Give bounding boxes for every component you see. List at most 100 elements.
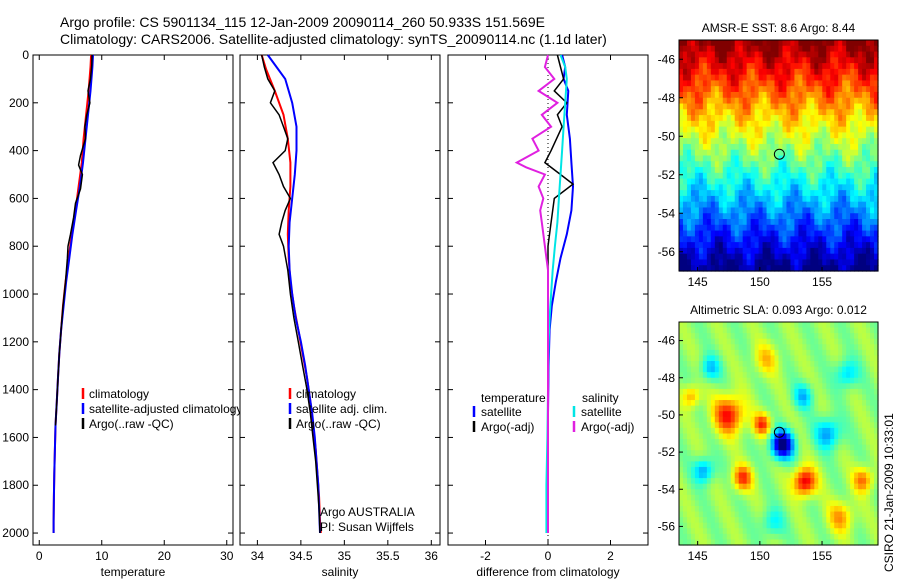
heatmap-cell: [774, 138, 780, 145]
heatmap-cell: [802, 533, 807, 541]
heatmap-cell: [846, 500, 851, 507]
heatmap-cell: [746, 149, 752, 157]
heatmap-cell: [718, 219, 724, 226]
heatmap-cell: [838, 361, 843, 368]
heatmap-cell: [774, 411, 780, 418]
heatmap-cell: [798, 505, 803, 513]
heatmap-cell: [822, 444, 827, 451]
heatmap-cell: [818, 466, 823, 474]
heatmap-cell: [818, 489, 823, 496]
heatmap-cell: [722, 74, 728, 82]
heatmap-cell: [834, 103, 839, 110]
heatmap-cell: [790, 355, 796, 362]
heatmap-cell: [742, 455, 748, 462]
heatmap-cell: [730, 236, 736, 243]
heatmap-cell: [870, 483, 875, 490]
heatmap-cell: [730, 97, 736, 105]
heatmap-cell: [870, 40, 875, 47]
heatmap-cell: [846, 80, 851, 87]
heatmap-cell: [734, 80, 740, 87]
heatmap-cell: [786, 528, 792, 535]
heatmap-cell: [686, 517, 692, 524]
heatmap-cell: [814, 450, 819, 457]
heatmap-cell: [842, 247, 847, 255]
heatmap-cell: [734, 372, 740, 379]
heatmap-cell: [850, 51, 855, 58]
heatmap-cell: [726, 190, 732, 197]
heatmap-cell: [690, 63, 696, 70]
heatmap-cell: [694, 416, 700, 423]
heatmap-cell: [694, 344, 700, 351]
heatmap-cell: [770, 372, 776, 379]
heatmap-cell: [778, 372, 784, 379]
heatmap-cell: [782, 253, 788, 261]
heatmap-cell: [679, 143, 684, 151]
heatmap-cell: [686, 126, 692, 134]
heatmap-cell: [690, 253, 696, 261]
heatmap-cell: [714, 247, 720, 255]
heatmap-cell: [774, 333, 780, 340]
heatmap-cell: [686, 522, 692, 529]
heatmap-cell: [698, 51, 704, 58]
heatmap-cell: [730, 377, 736, 384]
heatmap-cell: [682, 172, 688, 180]
heatmap-cell: [846, 466, 851, 474]
heatmap-cell: [786, 450, 792, 457]
series-line: [514, 54, 560, 533]
heatmap-cell: [690, 333, 696, 340]
heatmap-cell: [770, 405, 776, 412]
heatmap-cell: [858, 138, 863, 145]
heatmap-cell: [682, 80, 688, 87]
heatmap-cell: [834, 522, 839, 529]
heatmap-cell: [854, 132, 859, 139]
heatmap-cell: [758, 322, 764, 329]
heatmap-cell: [858, 91, 863, 99]
heatmap-cell: [826, 361, 831, 368]
heatmap-cell: [822, 388, 827, 396]
heatmap-cell: [694, 427, 700, 435]
heatmap-cell: [734, 361, 740, 368]
heatmap-cell: [718, 483, 724, 490]
heatmap-cell: [850, 120, 855, 128]
heatmap-cell: [798, 91, 803, 99]
heatmap-cell: [774, 265, 780, 272]
heatmap-cell: [686, 500, 692, 507]
heatmap-cell: [742, 103, 748, 110]
heatmap-cell: [710, 167, 716, 174]
heatmap-cell: [686, 383, 692, 390]
heatmap-cell: [702, 195, 708, 203]
heatmap-cell: [766, 344, 772, 351]
heatmap-cell: [718, 338, 724, 345]
heatmap-cell: [762, 219, 768, 226]
heatmap-cell: [694, 388, 700, 396]
heatmap-cell: [858, 489, 863, 496]
heatmap-cell: [742, 219, 748, 226]
heatmap-cell: [754, 455, 760, 462]
heatmap-cell: [798, 472, 803, 479]
heatmap-cell: [818, 344, 823, 351]
heatmap-cell: [810, 472, 815, 479]
heatmap-cell: [782, 91, 788, 99]
heatmap-cell: [850, 338, 855, 345]
heatmap-cell: [686, 253, 692, 261]
heatmap-cell: [722, 167, 728, 174]
heatmap-cell: [758, 213, 764, 220]
heatmap-cell: [714, 132, 720, 139]
heatmap-cell: [750, 40, 756, 47]
legend-entry: satellite adj. clim.: [296, 402, 387, 416]
heatmap-cell: [802, 322, 807, 329]
heatmap-cell: [682, 522, 688, 529]
heatmap-cell: [679, 45, 684, 53]
heatmap-cell: [734, 190, 740, 197]
heatmap-cell: [766, 195, 772, 203]
heatmap-cell: [862, 528, 867, 535]
heatmap-cell: [762, 40, 768, 47]
heatmap-cell: [798, 178, 803, 185]
heatmap-cell: [702, 201, 708, 209]
heatmap-cell: [698, 184, 704, 191]
heatmap-cell: [842, 126, 847, 134]
heatmap-cell: [762, 500, 768, 507]
heatmap-cell: [794, 483, 799, 490]
heatmap-cell: [766, 149, 772, 157]
heatmap-cell: [742, 120, 748, 128]
